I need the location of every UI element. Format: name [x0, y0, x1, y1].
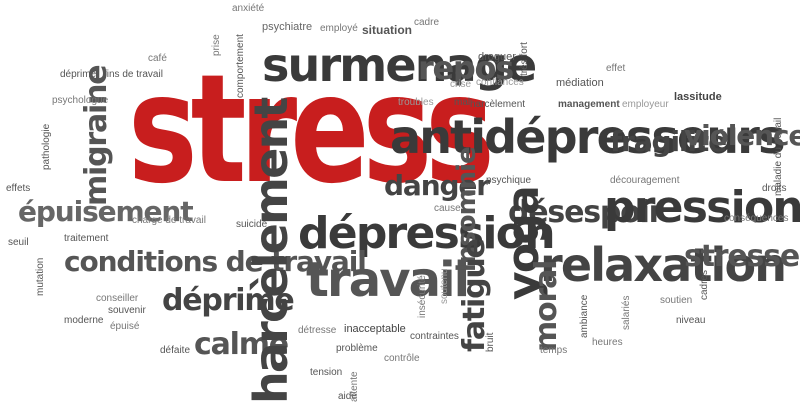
word-comportement: comportement — [235, 34, 246, 98]
word-conditions: conditions de travail — [64, 245, 367, 278]
word-niveau: niveau — [676, 315, 706, 326]
word-heures: heures — [592, 337, 623, 348]
word-charge-de-travail: charge de travail — [132, 215, 206, 226]
word-epuise: épuisé — [110, 321, 140, 332]
word-inacceptable: inacceptable — [344, 323, 406, 335]
word-desespoir: désespoir — [508, 195, 663, 230]
word-lassitude: lassitude — [674, 91, 722, 103]
word-bruit: bruit — [485, 332, 496, 352]
word-surmenage: surmenage — [262, 38, 537, 92]
word-effet: effet — [606, 63, 626, 74]
word-psychique: psychique — [486, 175, 532, 186]
word-tres-fort: très fort — [519, 42, 530, 76]
word-maladie-du-travail: maladie du travail — [773, 117, 784, 196]
word-crise: crise — [450, 79, 472, 90]
word-attente: attente — [349, 371, 360, 402]
word-conseiller: conseiller — [96, 293, 139, 304]
word-effets: effets — [6, 183, 31, 194]
word-contraintes: contraintes — [410, 331, 459, 342]
word-pression: pression — [604, 182, 800, 233]
word-probleme: problème — [336, 343, 378, 354]
word-mutation: mutation — [35, 257, 46, 296]
word-troubles: troubles — [398, 97, 434, 108]
word-traitement: traitement — [64, 233, 109, 244]
word-travail: travail — [306, 252, 470, 308]
word-management: management — [558, 99, 620, 110]
word-seuil: seuil — [8, 237, 29, 248]
word-antidepresseurs: antidépresseurs — [390, 110, 785, 164]
word-ambiance: ambiance — [579, 294, 590, 338]
word-deprime-small: déprimé — [60, 69, 97, 80]
word-mediation: médiation — [556, 77, 604, 89]
word-consequences: conséquences — [724, 213, 789, 224]
word-stresse: stresse — [684, 239, 800, 274]
word-psychiatre: psychiatre — [262, 21, 313, 33]
word-salaries: salariés — [621, 295, 632, 330]
word-temps: temps — [540, 345, 568, 356]
word-soutien: soutien — [660, 295, 693, 306]
word-moderne: moderne — [64, 315, 104, 326]
word-repos: repos — [418, 49, 514, 87]
word-pathologie: pathologie — [41, 123, 52, 170]
word-psychologue: psychologue — [52, 95, 109, 106]
word-tension: tension — [310, 367, 343, 378]
word-migraine: migraine — [79, 65, 114, 206]
word-calme: calme — [194, 327, 289, 362]
word-mal: mal — [454, 97, 471, 108]
word-stress: stress — [128, 43, 495, 217]
word-employeur: employeur — [622, 99, 669, 110]
word-violence: violence — [684, 119, 800, 152]
word-employe: employé — [320, 23, 358, 34]
word-aide: aide — [338, 391, 357, 402]
word-deprime: déprime — [162, 283, 295, 318]
word-soutenu: soutenu — [439, 268, 450, 304]
word-controle: contrôle — [384, 353, 420, 364]
word-souvenir: souvenir — [108, 305, 146, 316]
word-confiances: confiances — [476, 77, 524, 88]
word-droits: droits — [762, 183, 787, 194]
word-droguer: droguer — [478, 51, 516, 63]
word-fins-de-travail: fins de travail — [104, 69, 163, 80]
word-cause: cause — [434, 203, 461, 214]
word-moral: moral — [529, 260, 564, 352]
word-decouragement: découragement — [610, 175, 680, 186]
word-prise: prise — [211, 34, 222, 56]
word-fragilite: fragilité — [610, 125, 727, 158]
word-cadres: cadres — [699, 269, 710, 300]
word-defaite: défaite — [160, 345, 191, 356]
word-insecurite: insécurité — [417, 275, 428, 318]
word-harcelement: harcèlement — [244, 98, 298, 404]
word-depression: dépression — [298, 208, 556, 259]
word-situation: situation — [362, 23, 412, 37]
word-relaxation: relaxation — [540, 238, 787, 292]
word-danger: danger — [384, 169, 490, 202]
word-anxiete: anxiété — [232, 3, 265, 14]
word-cafe: café — [148, 53, 167, 64]
word-suicide: suicide — [236, 219, 268, 230]
word-harcelement-small: harcèlement — [470, 99, 526, 110]
word-epuisement: épuisement — [18, 195, 194, 228]
word-cadre: cadre — [414, 17, 440, 28]
word-detresse: détresse — [298, 325, 337, 336]
